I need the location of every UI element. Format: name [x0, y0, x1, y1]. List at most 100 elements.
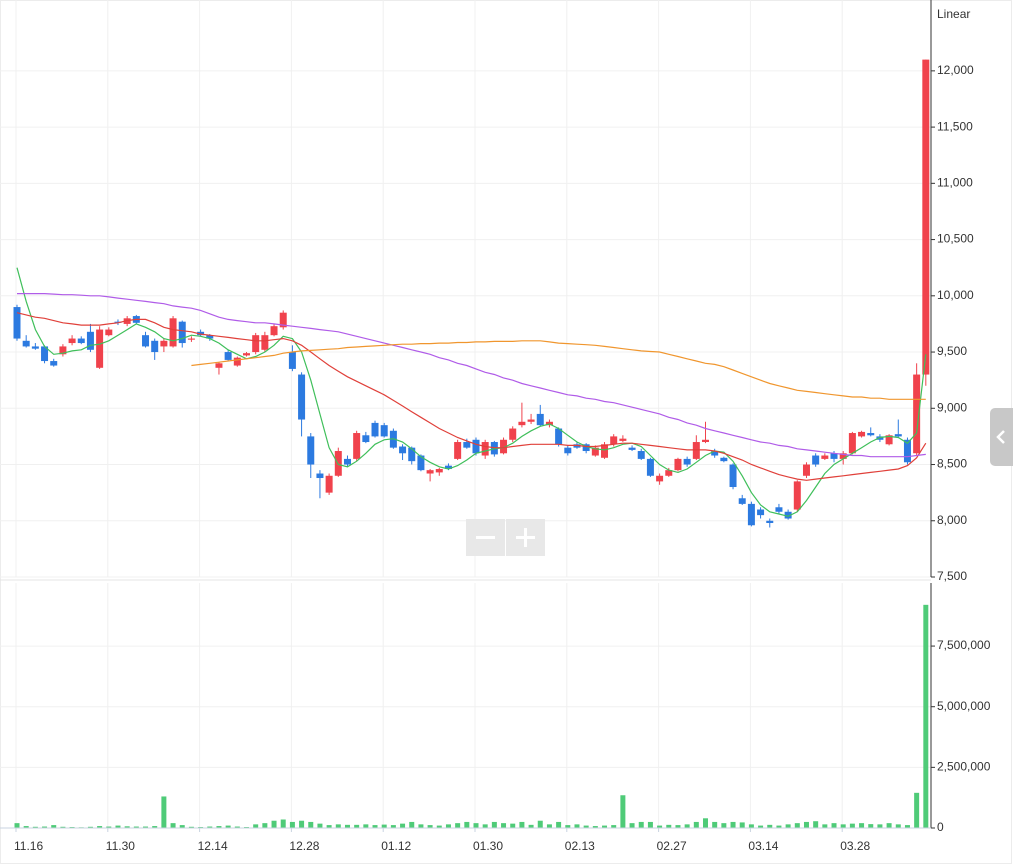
volume-bar	[124, 826, 130, 828]
candle-body	[564, 447, 572, 454]
volume-bar	[216, 826, 222, 828]
candle-body	[582, 444, 590, 452]
volume-bar	[491, 821, 497, 828]
candle-body	[683, 458, 691, 465]
volume-bar	[445, 824, 451, 828]
volume-bar	[106, 826, 112, 828]
y-tick-label: 8,500	[937, 457, 967, 471]
side-tab-bg[interactable]	[990, 408, 1013, 466]
volume-bar	[354, 824, 360, 828]
volume-bar	[234, 826, 240, 828]
volume-bar	[418, 824, 424, 828]
candle-body	[142, 335, 150, 347]
scale-mode[interactable]: Linear	[937, 7, 970, 21]
candle-body	[665, 470, 673, 476]
zoom-control	[466, 519, 545, 556]
volume-bar	[115, 825, 121, 828]
x-tick-label: 11.30	[106, 839, 135, 853]
volume-bar	[776, 825, 782, 828]
volume-bar	[748, 824, 754, 828]
volume-bar	[859, 823, 865, 828]
candle-body	[858, 431, 866, 437]
volume-bar	[684, 824, 690, 828]
volume-bar	[813, 821, 819, 828]
moving-average-line	[17, 293, 926, 458]
candle-body	[325, 475, 333, 493]
volume-bar	[299, 820, 305, 828]
volume-bar	[427, 825, 433, 828]
moving-average-line	[16, 267, 927, 517]
candle-body	[747, 503, 755, 526]
candle-body	[408, 447, 416, 462]
candle-body	[656, 475, 664, 482]
candle-body	[105, 329, 113, 336]
candle-body	[59, 346, 67, 355]
candle-body	[757, 509, 765, 516]
volume-bar	[546, 824, 552, 828]
volume-bar	[803, 821, 809, 828]
volume-bar	[528, 824, 534, 828]
y-tick-label: 10,500	[937, 232, 974, 246]
candle-body	[233, 357, 241, 366]
y-tick-label: 12,000	[937, 63, 974, 77]
volume-bar	[638, 821, 644, 828]
volume-bar	[904, 825, 910, 828]
volume-bar	[455, 823, 461, 828]
candle-body	[417, 455, 425, 471]
volume-bar	[895, 824, 901, 828]
candle-body	[738, 498, 746, 504]
moving-average-line	[16, 312, 927, 481]
y-tick-label: 7,500,000	[937, 638, 991, 652]
volume-bar	[758, 825, 764, 828]
candle-body	[555, 428, 563, 445]
volume-bar	[592, 826, 598, 828]
plus-icon	[524, 528, 527, 547]
candle-body	[601, 444, 609, 458]
candle-body	[812, 455, 820, 465]
candle-body	[913, 374, 921, 454]
volume-bar	[42, 826, 48, 828]
volume-bar	[97, 826, 103, 828]
candle-body	[610, 436, 618, 445]
candle-body	[885, 435, 893, 445]
volume-bar	[739, 822, 745, 828]
candle-body	[343, 458, 351, 465]
volume-bar	[767, 824, 773, 828]
candle-body	[50, 361, 58, 366]
y-tick-label: 5,000,000	[937, 699, 991, 713]
side-tab[interactable]	[990, 408, 1013, 466]
candle-body	[187, 338, 195, 340]
volume-bar	[225, 825, 231, 828]
volume-bar	[556, 821, 562, 828]
volume-bar	[436, 825, 442, 828]
candle-body	[821, 455, 829, 459]
volume-bar	[923, 604, 929, 828]
volume-bar	[657, 825, 663, 828]
x-tick-label: 02.13	[565, 839, 595, 853]
candle-body	[922, 59, 930, 375]
volume-bar	[611, 825, 617, 828]
volume-bar	[473, 823, 479, 828]
candle-body	[307, 436, 315, 465]
candle-body	[702, 439, 709, 443]
volume-bar	[785, 824, 791, 828]
candle-body	[13, 307, 21, 339]
volume-bar	[647, 821, 653, 828]
y-tick-label: 7,500	[937, 569, 967, 583]
x-tick-label: 01.30	[473, 839, 503, 853]
candle-body	[830, 453, 838, 459]
candle-body	[169, 318, 177, 347]
candle-body	[160, 340, 168, 347]
candle-body	[444, 465, 452, 470]
volume-bar	[849, 823, 855, 828]
candle-body	[619, 438, 627, 441]
x-tick-label: 01.12	[381, 839, 411, 853]
volume-bar	[133, 826, 139, 828]
candle-body	[41, 346, 49, 362]
volume-bar	[877, 824, 883, 828]
moving-average-line	[191, 340, 926, 400]
candle-body	[362, 435, 370, 443]
candle-body	[500, 439, 508, 454]
volume-bar	[730, 821, 736, 828]
